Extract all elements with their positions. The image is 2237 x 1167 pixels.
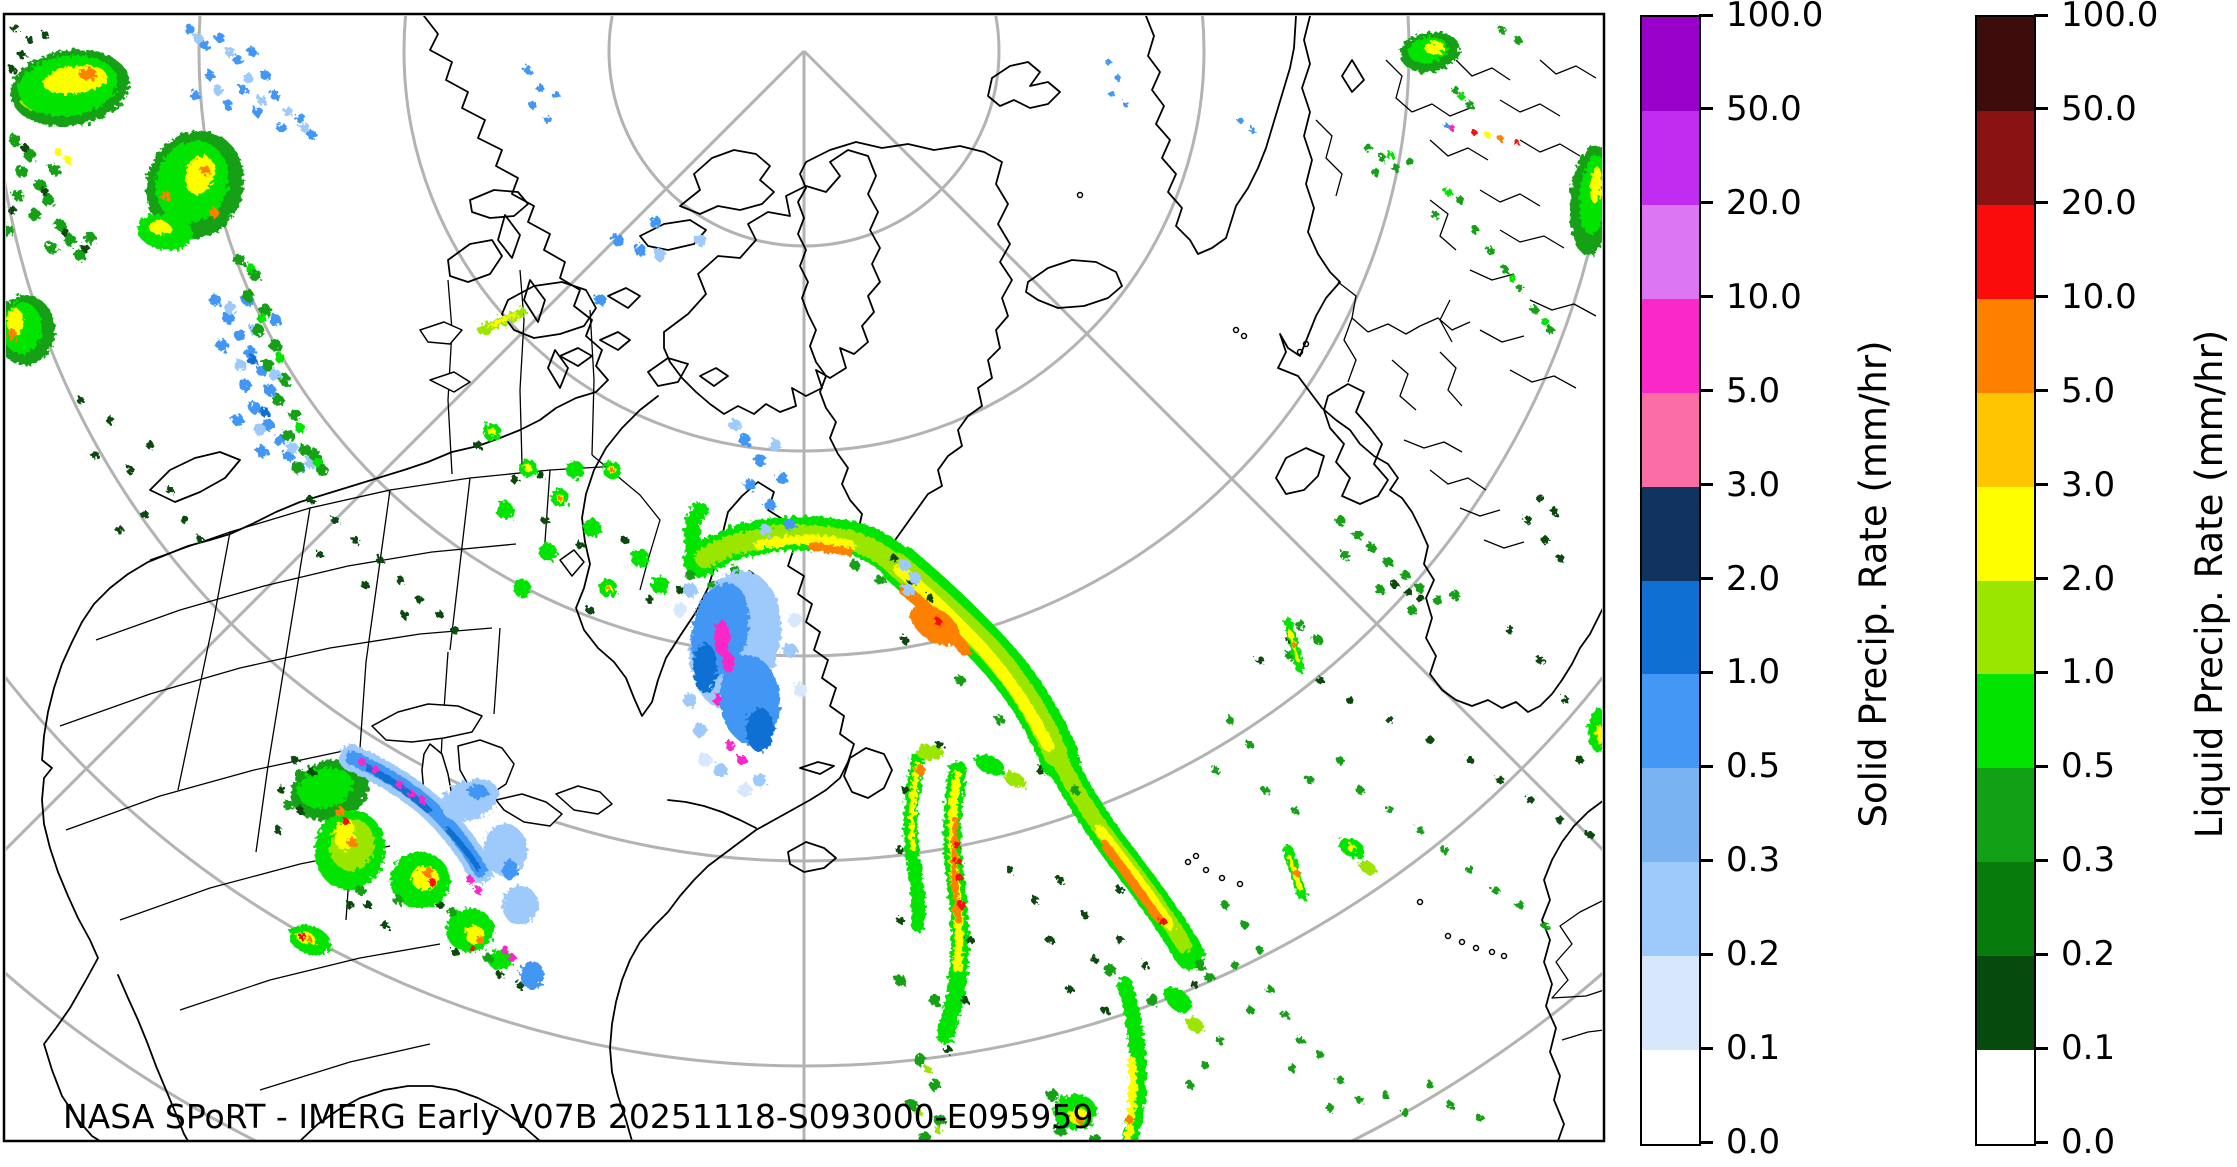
colorbar-tick xyxy=(2034,295,2048,299)
colorbar-tick-label: 0.1 xyxy=(2061,1028,2116,1069)
colorbar-tick-label: 1.0 xyxy=(1726,652,1781,693)
precip-gulf-of-alaska-liquid xyxy=(6,24,527,634)
colorbar-tick xyxy=(1699,1046,1713,1050)
solid-precip-colorbar xyxy=(1640,15,1701,1146)
colorbar-tick-label: 0.2 xyxy=(1726,934,1781,975)
colorbar-tick-label: 20.0 xyxy=(1726,182,1802,223)
colorbar-segment xyxy=(1642,298,1699,393)
colorbar-tick-label: 0.5 xyxy=(2061,746,2116,787)
colorbar-tick-label: 20.0 xyxy=(2061,182,2137,223)
colorbar-tick xyxy=(2034,389,2048,393)
precip-central-canada-cells xyxy=(474,423,669,614)
colorbar-tick-label: 0.3 xyxy=(2061,840,2116,881)
precip-east-atlantic-cells xyxy=(1006,626,1594,1122)
colorbar-segment xyxy=(1642,392,1699,487)
colorbar-tick xyxy=(1699,13,1713,17)
colorbar-tick xyxy=(1699,764,1713,768)
colorbar-segment xyxy=(1977,862,2034,957)
colorbar-tick xyxy=(2034,577,2048,580)
colorbar-segment xyxy=(1642,956,1699,1051)
colorbar-tick xyxy=(1699,577,1713,580)
colorbar-tick-label: 100.0 xyxy=(2061,0,2159,35)
colorbar-tick-label: 0.5 xyxy=(1726,746,1781,787)
map-frame xyxy=(2,12,1606,1143)
colorbar-tick-label: 0.2 xyxy=(2061,934,2116,975)
colorbar-tick xyxy=(2034,952,2048,956)
colorbar-tick xyxy=(1699,483,1713,487)
colorbar-tick xyxy=(2034,201,2048,205)
colorbar-segment xyxy=(1642,17,1699,111)
colorbar-tick-label: 2.0 xyxy=(2061,558,2116,599)
colorbar-segment xyxy=(1642,768,1699,863)
solid-colorbar-title: Solid Precip. Rate (mm/hr) xyxy=(1852,339,1895,828)
colorbar-tick xyxy=(2034,670,2048,674)
colorbar-tick-label: 5.0 xyxy=(2061,370,2116,411)
colorbar-segment xyxy=(1642,110,1699,205)
colorbar-tick-label: 1.0 xyxy=(2061,652,2116,693)
colorbar-segment xyxy=(1977,392,2034,487)
colorbar-segment xyxy=(1642,486,1699,581)
precip-lower-mid-band xyxy=(1046,964,1204,1140)
colorbar-tick xyxy=(1699,389,1713,393)
colorbar-segment xyxy=(1977,580,2034,675)
colorbar-tick-label: 0.3 xyxy=(1726,840,1781,881)
colorbar-tick-label: 0.0 xyxy=(1726,1122,1781,1162)
liquid-colorbar-title: Liquid Precip. Rate (mm/hr) xyxy=(2188,329,2231,838)
colorbar-segment xyxy=(1977,674,2034,769)
colorbar-segment xyxy=(1642,674,1699,769)
colorbar-tick-label: 3.0 xyxy=(2061,464,2116,505)
colorbar-tick-label: 0.0 xyxy=(2061,1122,2116,1162)
colorbar-segment xyxy=(1977,110,2034,205)
precip-midwest-solid xyxy=(339,745,544,989)
colorbar-segment xyxy=(1642,204,1699,299)
colorbar-tick-label: 2.0 xyxy=(1726,558,1781,599)
colorbar-segment xyxy=(1977,204,2034,299)
colorbar-tick xyxy=(1699,1140,1713,1144)
colorbar-tick-label: 3.0 xyxy=(1726,464,1781,505)
colorbar-segment xyxy=(1977,486,2034,581)
coastlines xyxy=(41,16,1602,1140)
colorbar-tick xyxy=(1699,107,1713,111)
colorbar-tick-label: 100.0 xyxy=(1726,0,1824,35)
colorbar-tick-label: 50.0 xyxy=(1726,88,1802,129)
colorbar-tick-label: 10.0 xyxy=(1726,276,1802,317)
precip-frontal-band xyxy=(676,502,1215,989)
colorbar-segment xyxy=(1977,768,2034,863)
colorbar-segment xyxy=(1642,1050,1699,1145)
colorbar-tick xyxy=(1699,952,1713,956)
colorbar-tick xyxy=(1699,295,1713,299)
liquid-precip-colorbar xyxy=(1975,15,2036,1146)
colorbar-tick xyxy=(2034,1046,2048,1050)
colorbar-tick xyxy=(2034,858,2048,862)
colorbar-tick xyxy=(2034,13,2048,17)
colorbar-tick-label: 10.0 xyxy=(2061,276,2137,317)
colorbar-segment xyxy=(1642,580,1699,675)
map-annotation: NASA SPoRT - IMERG Early V07B 20251118-S… xyxy=(63,1097,1093,1136)
colorbar-tick xyxy=(2034,483,2048,487)
colorbar-tick-label: 50.0 xyxy=(2061,88,2137,129)
colorbar-tick xyxy=(1699,201,1713,205)
colorbar-segment xyxy=(1977,17,2034,111)
colorbar-tick-label: 0.1 xyxy=(1726,1028,1781,1069)
colorbar-tick xyxy=(1699,670,1713,674)
precip-labrador-solid xyxy=(594,216,921,797)
colorbar-tick xyxy=(1699,858,1713,862)
precip-midwest-liquid xyxy=(274,756,524,989)
precip-atlantic-streaks xyxy=(894,741,1026,1140)
colorbar-segment xyxy=(1642,862,1699,957)
precipitation-layer xyxy=(6,24,1602,1140)
colorbar-tick-label: 5.0 xyxy=(1726,370,1781,411)
colorbar-tick xyxy=(2034,107,2048,111)
precip-europe-liquid xyxy=(1105,26,1602,752)
colorbar-segment xyxy=(1977,298,2034,393)
colorbar-tick xyxy=(2034,764,2048,768)
colorbar-segment xyxy=(1977,1050,2034,1145)
colorbar-segment xyxy=(1977,956,2034,1051)
small-islands xyxy=(1076,191,1508,960)
colorbar-tick xyxy=(2034,1140,2048,1144)
